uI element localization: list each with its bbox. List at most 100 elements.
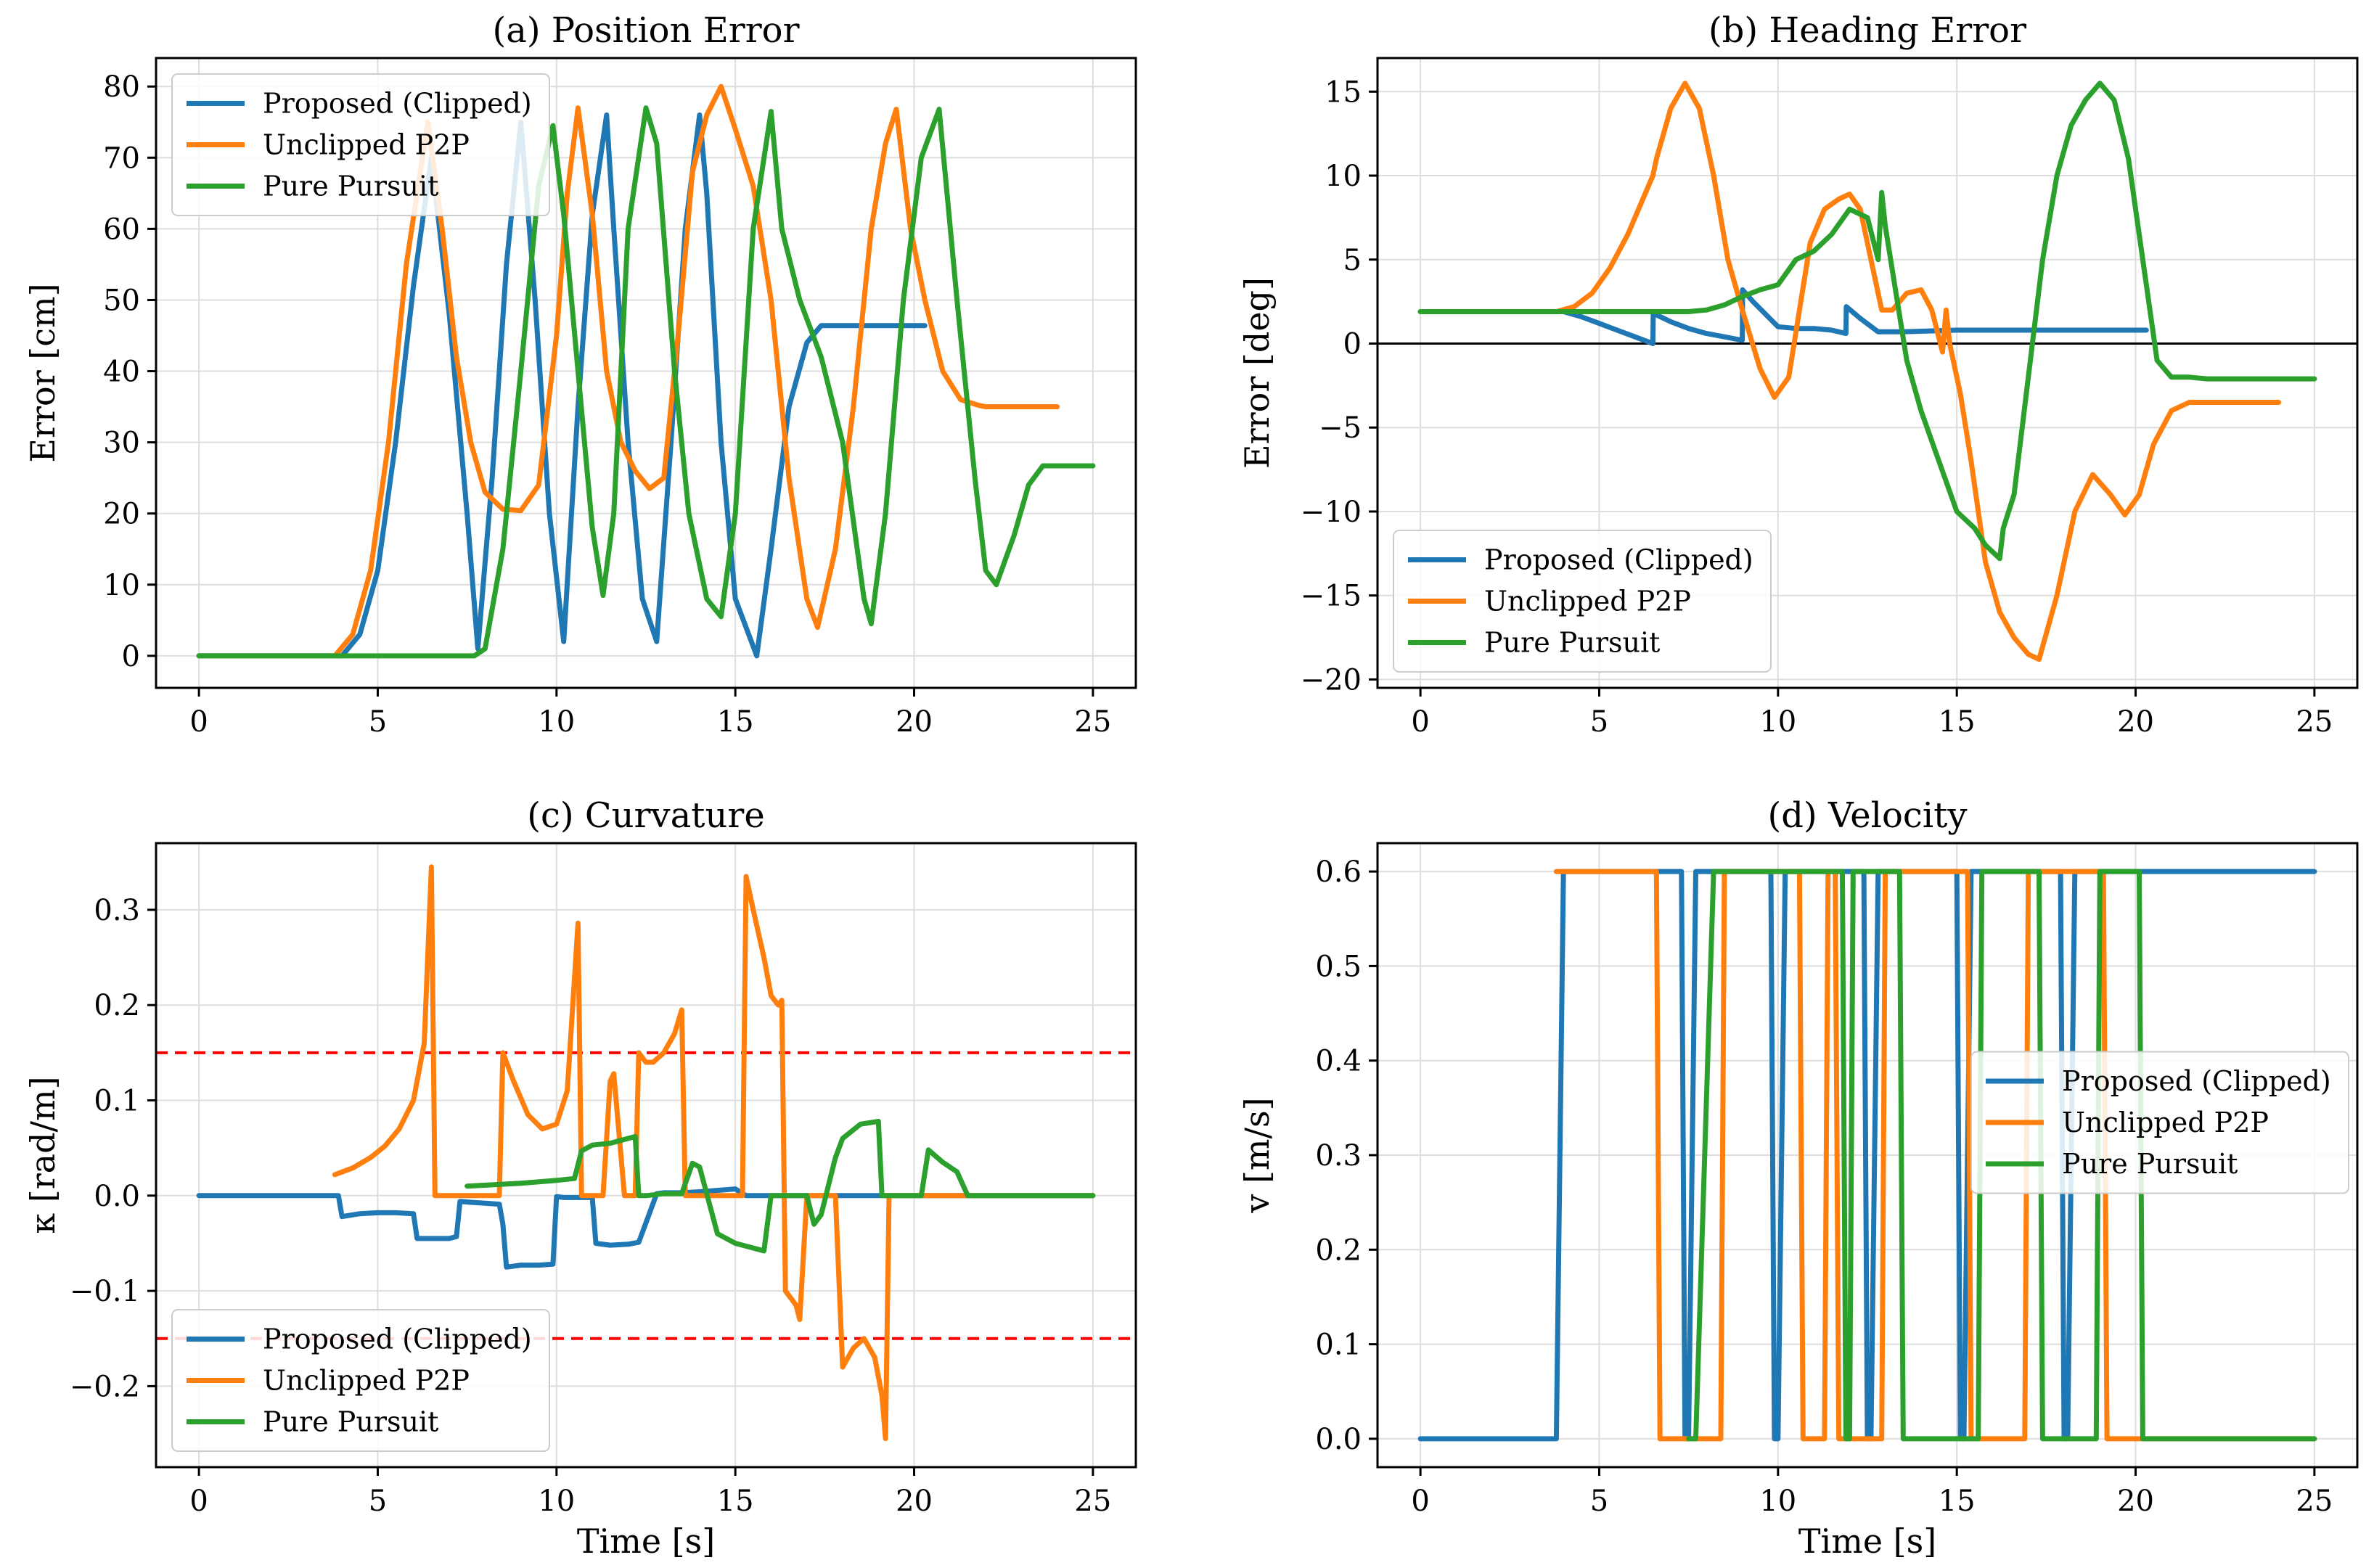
y-axis-label: v [m/s] [1237,1097,1277,1213]
y-tick-label: 5 [1343,244,1362,277]
legend: Proposed (Clipped) Unclipped P2P Pure Purs… [171,73,550,216]
y-tick-label: 0.1 [94,1085,140,1118]
x-tick-label: 25 [1074,1485,1111,1518]
x-tick-label: 25 [1074,705,1111,739]
panel-4: 0 5 10 15 20 25 0.0 0.1 0.2 0.3 0.4 0.5 0.6 (d) Veloc… [1237,795,2359,1561]
x-tick-label: 15 [717,705,754,739]
x-tick-label: 10 [1759,1485,1796,1518]
y-tick-label: −20 [1301,663,1362,697]
y-tick-label: 10 [1325,160,1362,193]
chart-title: (d) Velocity [1768,795,1968,836]
x-tick-label: 0 [189,1485,208,1518]
series-line-3 [196,105,1096,659]
panel-1: 0 5 10 15 20 25 0 10 20 30 40 50 60 70 80 (a) Position … [23,10,1137,739]
x-tick-label: 10 [538,1485,575,1518]
y-tick-label: −5 [1319,411,1362,445]
axes-frame [155,57,1137,689]
y-tick-label: 0 [122,640,140,673]
x-tick-label: 20 [2117,1485,2154,1518]
y-tick-label: 70 [103,141,140,175]
x-tick-label: 5 [1590,705,1608,739]
legend-entry: Proposed (Clipped) [2062,1065,2331,1097]
y-tick-label: 10 [103,569,140,602]
axes-frame [1376,57,2359,689]
legend: Proposed (Clipped) Unclipped P2P Pure Purs… [1970,1051,2349,1194]
y-tick-label: −15 [1301,580,1362,613]
x-tick-label: 5 [1590,1485,1608,1518]
y-tick-label: 0.3 [94,894,140,927]
legend-entry: Pure Pursuit [2062,1148,2238,1180]
chart-title: (a) Position Error [492,10,799,51]
panel-3: 0 5 10 15 20 25 −0.2 −0.1 0.0 0.1 0.2 0.3 (c) Curvat… [23,795,1137,1561]
x-tick-label: 20 [896,705,933,739]
x-tick-label: 15 [1939,705,1976,739]
y-tick-label: 0.2 [94,989,140,1022]
axes-frame [155,842,1137,1469]
legend-entry: Proposed (Clipped) [1484,544,1753,576]
y-tick-label: 0.2 [1315,1234,1362,1267]
x-tick-label: 25 [2296,1485,2333,1518]
legend-box [171,1309,550,1452]
y-tick-label: 0.0 [94,1180,140,1213]
x-tick-label: 5 [369,1485,387,1518]
x-tick-label: 10 [1759,705,1796,739]
y-tick-label: −10 [1301,496,1362,529]
chart-title: (b) Heading Error [1708,10,2026,51]
y-tick-label: 15 [1325,75,1362,109]
x-tick-label: 0 [189,705,208,739]
series-line-2 [196,83,1060,659]
y-tick-label: 0.4 [1315,1045,1362,1078]
panel-2: 0 5 10 15 20 25 −20 −15 −10 −5 0 5 10 15 (b) Heading E… [1237,10,2359,739]
x-axis-label: Time [s] [1798,1522,1936,1561]
legend-entry: Pure Pursuit [263,1406,438,1438]
series-line-1 [1417,287,2149,346]
series-line-2 [1417,81,2282,662]
y-tick-label: 20 [103,498,140,531]
x-tick-label: 20 [2117,705,2154,739]
legend-entry: Proposed (Clipped) [263,88,532,120]
series-line-3 [1417,81,2317,562]
x-tick-label: 20 [896,1485,933,1518]
y-tick-label: 30 [103,427,140,460]
legend: Proposed (Clipped) Unclipped P2P Pure Purs… [171,1309,550,1452]
series-line-3 [464,1118,1096,1254]
x-tick-label: 15 [1939,1485,1976,1518]
legend-entry: Pure Pursuit [1484,627,1660,659]
y-tick-label: 40 [103,356,140,389]
legend-entry: Proposed (Clipped) [263,1323,532,1355]
legend-box [1393,530,1772,673]
y-axis-label: Error [cm] [23,283,62,462]
x-tick-label: 15 [717,1485,754,1518]
x-tick-label: 5 [369,705,387,739]
legend-box [171,73,550,216]
series-line-1 [1417,869,2317,1442]
y-tick-label: 50 [103,284,140,317]
x-tick-label: 0 [1411,705,1429,739]
y-tick-label: −0.2 [70,1370,140,1403]
y-tick-label: 0.0 [1315,1423,1362,1456]
y-tick-label: −0.1 [70,1275,140,1308]
x-tick-label: 25 [2296,705,2333,739]
chart-title: (c) Curvature [527,795,764,836]
y-axis-label: Error [deg] [1237,277,1277,469]
x-tick-label: 10 [538,705,575,739]
legend-box [1970,1051,2349,1194]
y-tick-label: 0.6 [1315,855,1362,889]
legend: Proposed (Clipped) Unclipped P2P Pure Purs… [1393,530,1772,673]
y-axis-label: κ [rad/m] [23,1076,62,1234]
series-line-1 [196,1186,1096,1270]
y-tick-label: 80 [103,70,140,104]
legend-entry: Unclipped P2P [2062,1107,2269,1138]
y-tick-label: 0.5 [1315,950,1362,983]
series-line-2 [332,864,1096,1442]
legend-entry: Unclipped P2P [263,129,470,161]
y-tick-label: 0.1 [1315,1329,1362,1362]
y-tick-label: 0 [1343,327,1362,361]
y-tick-label: 0.3 [1315,1139,1362,1173]
legend-entry: Pure Pursuit [263,171,438,202]
y-tick-label: 60 [103,213,140,246]
x-axis-label: Time [s] [577,1522,715,1561]
legend-entry: Unclipped P2P [263,1365,470,1397]
legend-entry: Unclipped P2P [1484,586,1691,617]
